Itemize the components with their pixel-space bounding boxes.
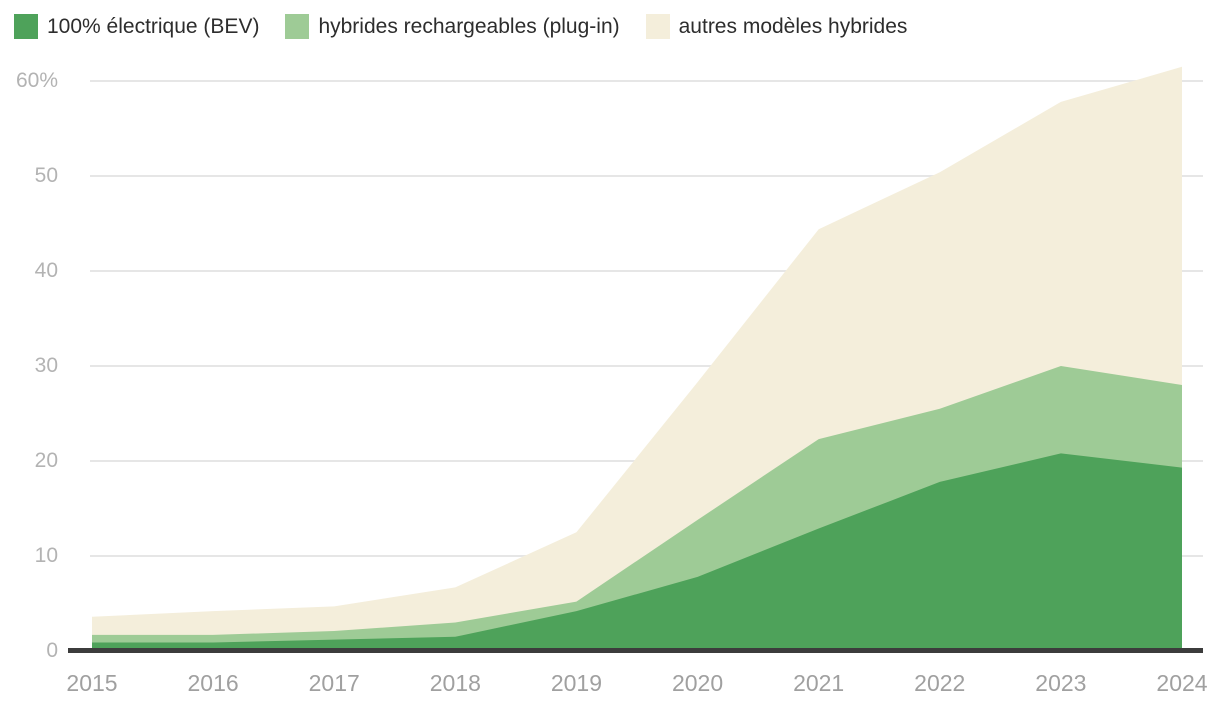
y-tick-label: 20 <box>34 449 58 472</box>
x-tick-label: 2021 <box>793 670 845 696</box>
legend-item-bev: 100% électrique (BEV) <box>14 14 259 39</box>
legend-item-plugin: hybrides rechargeables (plug-in) <box>285 14 620 39</box>
legend-swatch-plugin-icon <box>285 14 310 39</box>
x-tick-label: 2022 <box>914 670 966 696</box>
x-tick-label: 2020 <box>671 670 724 696</box>
x-tick-label: 2024 <box>1156 670 1208 696</box>
area-series-0 <box>92 453 1182 651</box>
x-axis-line <box>68 648 1203 653</box>
x-tick-label: 2019 <box>550 670 603 696</box>
y-tick-label: 0 <box>46 639 58 662</box>
y-tick-label: 10 <box>34 544 58 567</box>
y-tick-label: 50 <box>34 164 58 187</box>
legend-label-hybrid: autres modèles hybrides <box>678 15 908 38</box>
y-tick-label: 40 <box>34 259 58 282</box>
legend-label-plugin: hybrides rechargeables (plug-in) <box>318 15 620 38</box>
legend: 100% électrique (BEV) hybrides rechargea… <box>14 14 907 39</box>
x-tick-label: 2016 <box>187 670 239 696</box>
x-tick-label: 2017 <box>308 670 360 696</box>
legend-item-hybrid: autres modèles hybrides <box>645 14 908 39</box>
legend-swatch-bev-icon <box>14 14 38 39</box>
y-tick-label: 30 <box>34 354 58 377</box>
x-tick-label: 2023 <box>1035 670 1087 696</box>
x-tick-label: 2015 <box>66 670 118 696</box>
legend-label-bev: 100% électrique (BEV) <box>47 15 260 38</box>
legend-swatch-hybrid-icon <box>645 14 670 39</box>
y-tick-label: 60% <box>15 69 58 92</box>
x-tick-label: 2018 <box>429 670 481 696</box>
